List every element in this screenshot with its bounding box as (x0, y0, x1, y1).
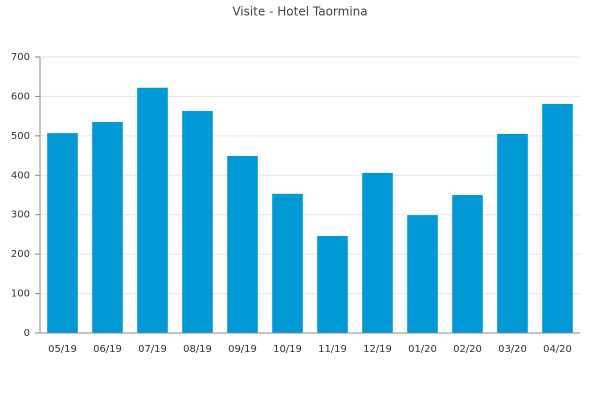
bar (182, 111, 213, 333)
x-tick-label: 07/19 (138, 344, 167, 355)
x-tick-label: 06/19 (93, 344, 122, 355)
bar (497, 133, 528, 333)
x-tick-label: 09/19 (228, 344, 257, 355)
x-tick-label: 02/20 (453, 344, 482, 355)
y-tick-label: 0 (24, 328, 30, 339)
chart-title: Visite - Hotel Taormina (232, 5, 367, 19)
y-tick-label: 200 (11, 249, 30, 260)
bar (452, 195, 483, 333)
x-tick-label: 11/19 (318, 344, 347, 355)
bar (47, 133, 78, 333)
y-tick-label: 400 (11, 170, 30, 181)
y-tick-label: 100 (11, 289, 30, 300)
bar (227, 155, 258, 333)
y-tick-label: 700 (11, 52, 30, 63)
x-tick-label: 05/19 (48, 344, 77, 355)
x-tick-label: 03/20 (498, 344, 527, 355)
bar (407, 215, 438, 333)
y-tick-label: 600 (11, 91, 30, 102)
x-tick-label: 10/19 (273, 344, 302, 355)
x-tick-label: 04/20 (543, 344, 572, 355)
bar (317, 236, 348, 333)
bar (542, 103, 573, 333)
bar (92, 122, 123, 333)
bar (137, 87, 168, 333)
x-tick-label: 01/20 (408, 344, 437, 355)
y-tick-label: 500 (11, 131, 30, 142)
x-tick-label: 12/19 (363, 344, 392, 355)
bar (272, 193, 303, 333)
y-tick-label: 300 (11, 210, 30, 221)
bar (362, 172, 393, 333)
x-tick-label: 08/19 (183, 344, 212, 355)
